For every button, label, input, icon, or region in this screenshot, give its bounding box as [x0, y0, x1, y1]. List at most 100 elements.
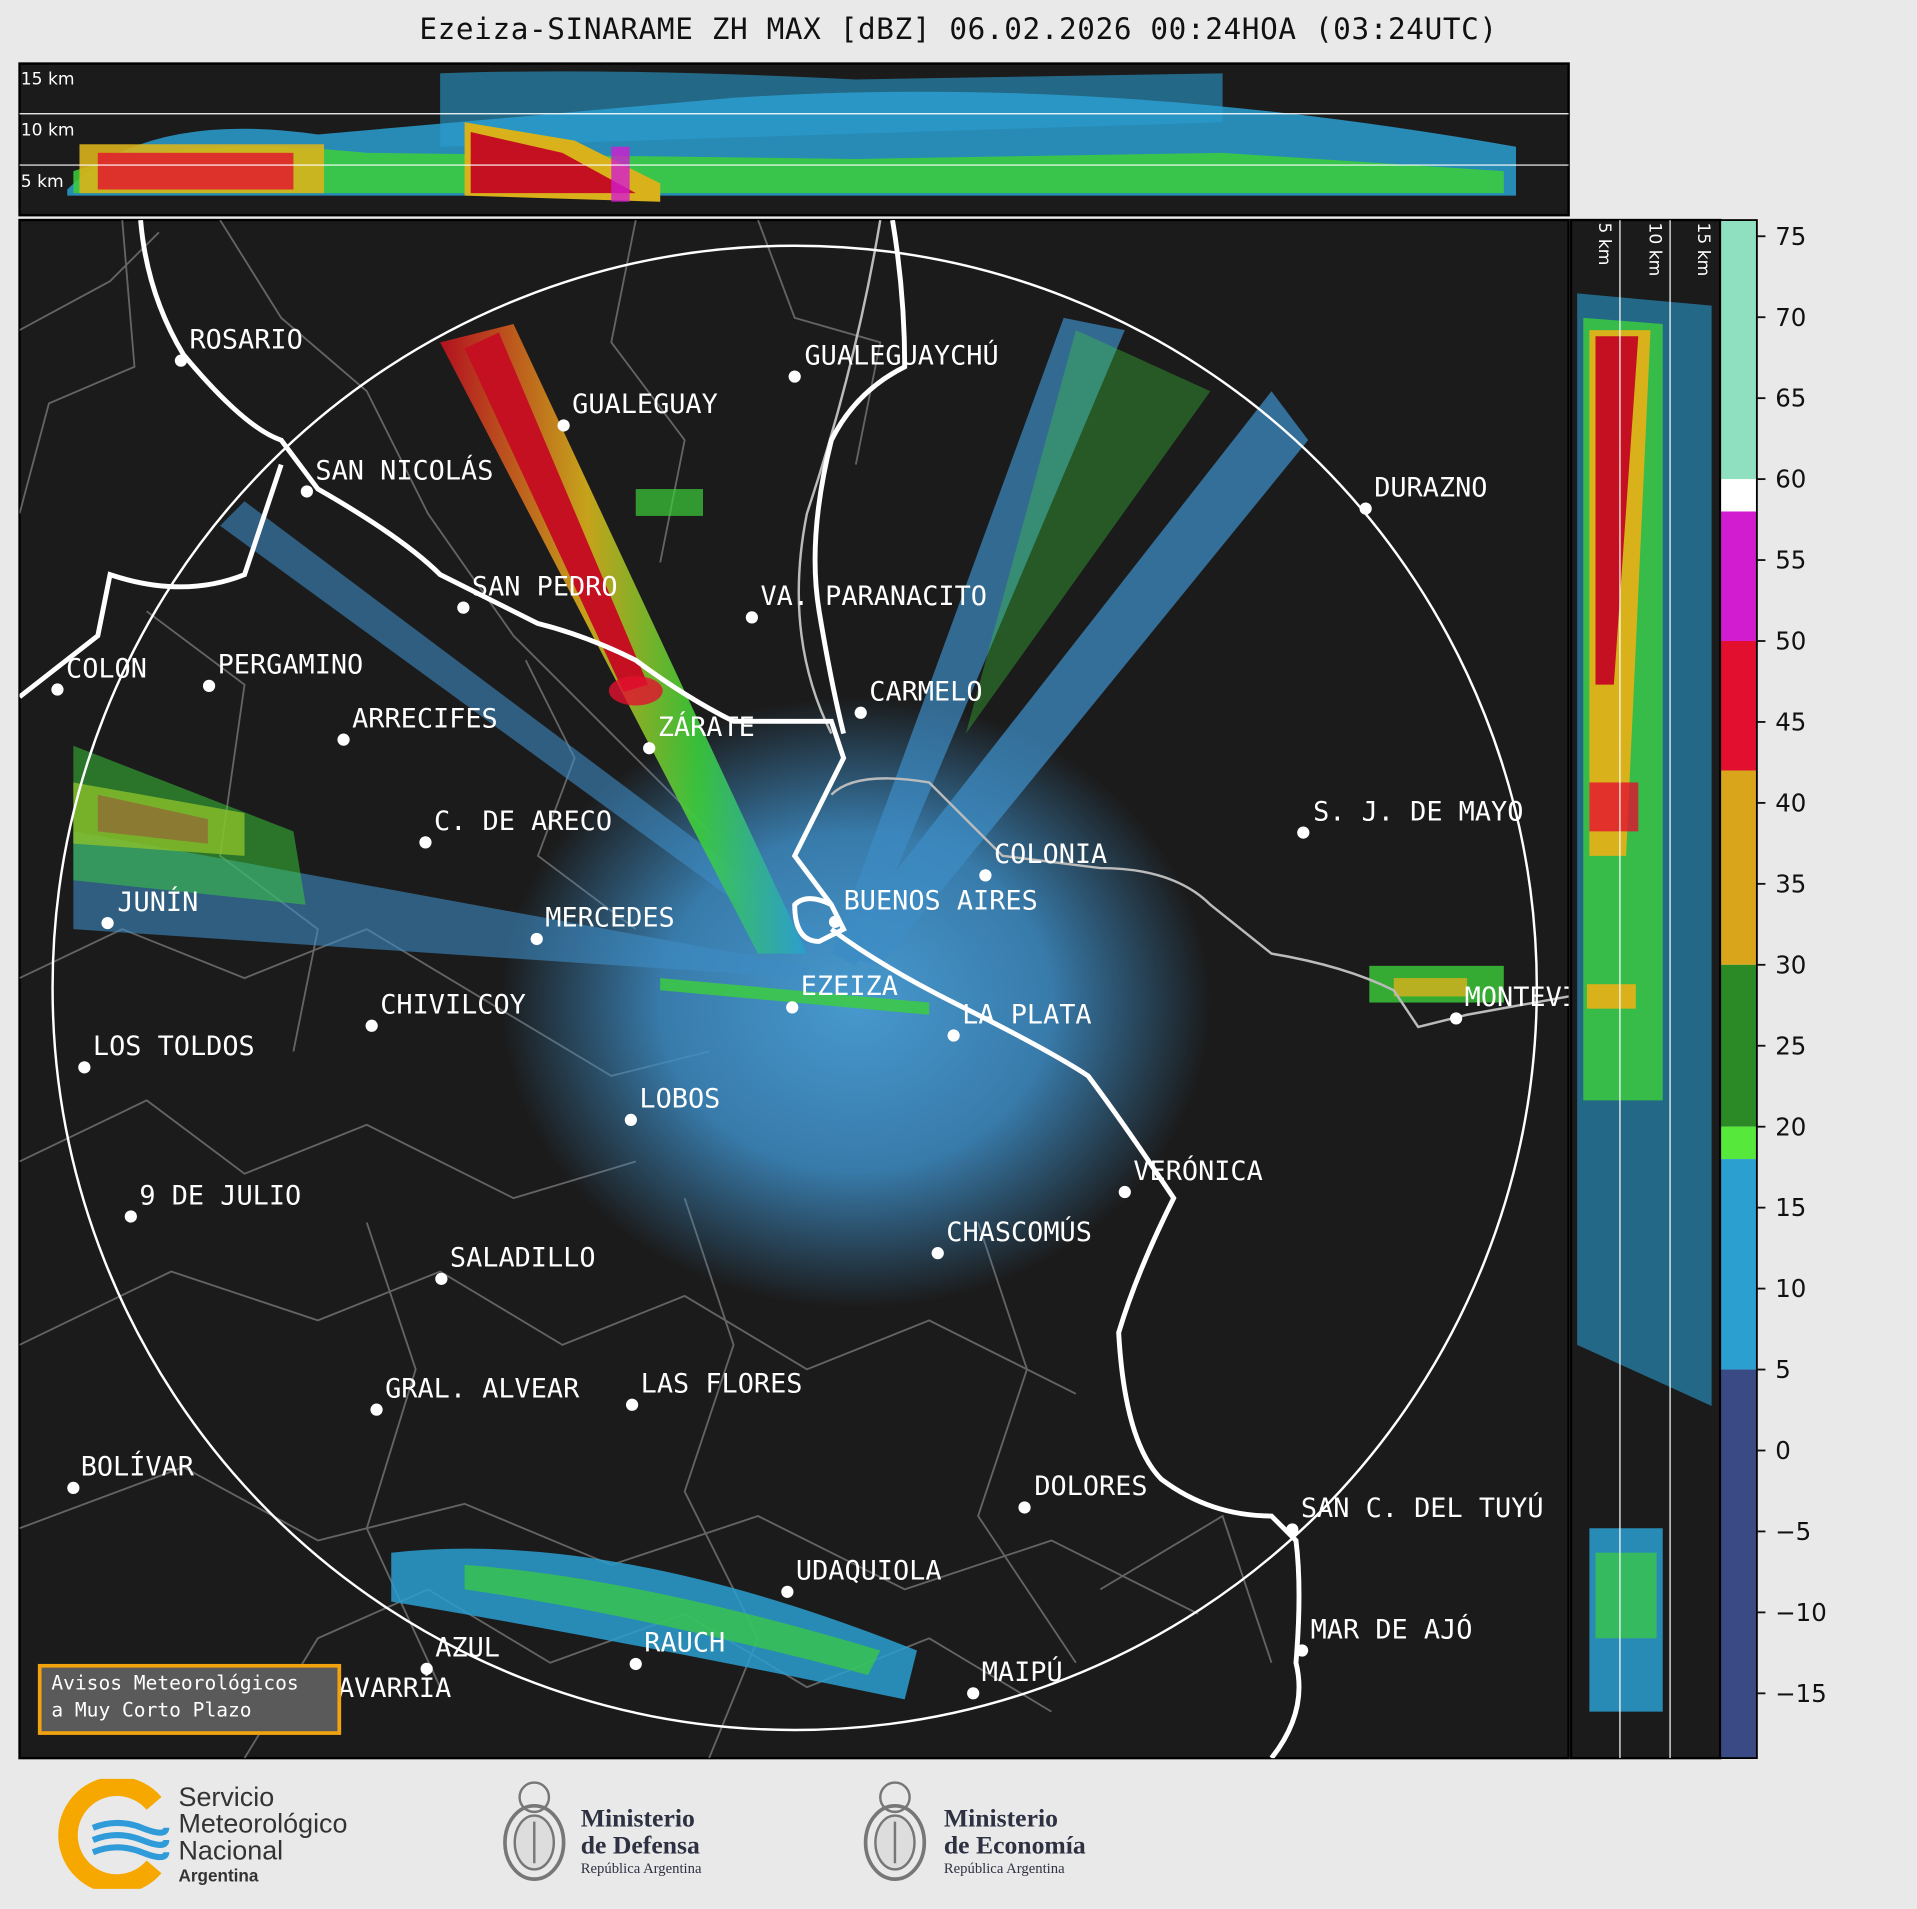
colorbar-tick-label: 20 — [1775, 1112, 1806, 1141]
colorbar-tick-label: −15 — [1775, 1679, 1827, 1708]
city-label: MAR DE AJÓ — [1311, 1613, 1473, 1645]
smn-line4: Argentina — [178, 1865, 259, 1886]
city-label: LOBOS — [639, 1084, 720, 1115]
city-dot — [1286, 1523, 1299, 1536]
city-label: BUENOS AIRES — [844, 886, 1038, 917]
city-dot — [435, 1272, 448, 1285]
city-label: EZEIZA — [801, 971, 898, 1002]
colorbar-tick-label: 0 — [1775, 1436, 1791, 1465]
city-label: ROSARIO — [190, 324, 303, 355]
city-dot — [530, 932, 543, 946]
city-dot — [1359, 502, 1372, 515]
city-label: MONTEVIDEO — [1465, 982, 1627, 1013]
economia-line1: Ministerio — [943, 1803, 1058, 1833]
colorbar-band — [1720, 964, 1757, 1127]
economia-line3: República Argentina — [943, 1859, 1065, 1877]
colorbar-tick-label: 70 — [1775, 303, 1806, 332]
city-label: SALADILLO — [450, 1243, 596, 1274]
city-dot — [788, 370, 801, 383]
city-dot — [365, 1019, 378, 1032]
city-label: PERGAMINO — [218, 650, 364, 681]
city-label: COLON — [66, 653, 147, 684]
side-altitude-panel: 5 km 10 km 15 km — [1569, 218, 1722, 1760]
city-label: ARRECIFES — [352, 703, 498, 734]
colorbar-band — [1720, 770, 1757, 965]
colorbar-tick-label: 50 — [1775, 627, 1806, 656]
city-label: VA. PARANACITO — [760, 581, 987, 612]
city-dot — [1018, 1501, 1031, 1514]
colorbar-tick-label: 75 — [1775, 222, 1806, 251]
colorbar-tick-label: 40 — [1775, 788, 1806, 817]
city-label: VERÓNICA — [1133, 1155, 1262, 1187]
city-dot — [854, 706, 867, 719]
colorbar-tick-label: 25 — [1775, 1031, 1806, 1060]
city-dot — [337, 733, 350, 746]
radar-map: ROSARIO GUALEGUAYCHÚ GUALEGUAY SAN NICOLÁS D… — [18, 218, 1627, 1760]
city-label: RAUCH — [644, 1628, 725, 1659]
colorbar-tick-label: 60 — [1775, 465, 1806, 494]
city-dot — [1450, 1012, 1463, 1025]
city-label: CHIVILCOY — [380, 990, 526, 1021]
city-label: LA PLATA — [962, 999, 1091, 1030]
city-dot — [1295, 1644, 1309, 1657]
top-altitude-5km: 5 km — [21, 172, 64, 192]
side-altitude-15km: 15 km — [1693, 223, 1713, 277]
city-label: BOLÍVAR — [81, 1451, 195, 1483]
city-label: DOLORES — [1034, 1471, 1147, 1502]
city-label: GUALEGUAYCHÚ — [804, 339, 998, 371]
colorbar-tick-label: 10 — [1775, 1274, 1806, 1303]
city-dot — [643, 742, 656, 755]
colorbar-band — [1720, 511, 1757, 642]
colorbar-tick-label: 5 — [1775, 1355, 1791, 1384]
colorbar-tick-label: 65 — [1775, 384, 1806, 413]
city-label: LAS FLORES — [641, 1369, 803, 1400]
city-dot — [781, 1585, 794, 1598]
city-label: SAN C. DEL TUYÚ — [1301, 1492, 1544, 1524]
smn-line1: Servicio — [178, 1781, 275, 1812]
city-dot — [67, 1481, 80, 1495]
smn-line2: Meteorológico — [178, 1808, 348, 1839]
city-dot — [124, 1210, 137, 1223]
coastlines — [797, 220, 1569, 1029]
colorbar-tick-label: 30 — [1775, 950, 1806, 979]
defensa-line2: de Defensa — [580, 1830, 700, 1860]
avisos-line1: Avisos Meteorológicos — [51, 1671, 299, 1695]
city-dot — [931, 1247, 944, 1260]
defensa-logo: Ministerio de Defensa República Argentin… — [495, 1775, 764, 1897]
borders — [19, 220, 1302, 1759]
colorbar-tick-label: 15 — [1775, 1193, 1806, 1222]
page-title: Ezeiza-SINARAME ZH MAX [dBZ] 06.02.2026 … — [419, 12, 1498, 47]
colorbar-tick-label: 35 — [1775, 869, 1806, 898]
city-dot — [979, 869, 992, 882]
city-label: LOS TOLDOS — [93, 1031, 255, 1062]
colorbar-band — [1720, 220, 1757, 480]
defensa-line1: Ministerio — [580, 1803, 695, 1833]
city-dot — [947, 1029, 960, 1042]
city-label: S. J. DE MAYO — [1313, 796, 1523, 827]
city-dot — [202, 679, 216, 692]
city-dot — [51, 683, 64, 696]
city-dot — [828, 915, 842, 928]
city-dot — [420, 1662, 433, 1675]
city-label: GRAL. ALVEAR — [385, 1373, 580, 1404]
colorbar-band — [1720, 1126, 1757, 1160]
city-dot — [174, 354, 188, 367]
city-dot — [745, 611, 759, 624]
city-label: AZUL — [435, 1633, 500, 1664]
economia-logo: Ministerio de Economía República Argenti… — [856, 1775, 1137, 1897]
avisos-button[interactable]: Avisos Meteorológicos a Muy Corto Plazo — [37, 1663, 342, 1735]
colorbar-tick-label: −10 — [1775, 1598, 1827, 1627]
city-label: GUALEGUAY — [572, 389, 718, 420]
city-label: SAN PEDRO — [472, 571, 618, 602]
radar-echoes — [73, 317, 1504, 1700]
smn-logo: Servicio Meteorológico Nacional Argentin… — [56, 1778, 398, 1889]
colorbar-tick-label: 45 — [1775, 708, 1806, 737]
range-ring — [51, 244, 1539, 1732]
avisos-line2: a Muy Corto Plazo — [51, 1698, 252, 1722]
economia-seal-icon — [863, 1781, 927, 1881]
smn-line3: Nacional — [178, 1835, 284, 1866]
colorbar-tick-label: −5 — [1775, 1517, 1811, 1546]
colorbar-band — [1720, 1369, 1757, 1759]
side-altitude-10km: 10 km — [1644, 223, 1664, 277]
